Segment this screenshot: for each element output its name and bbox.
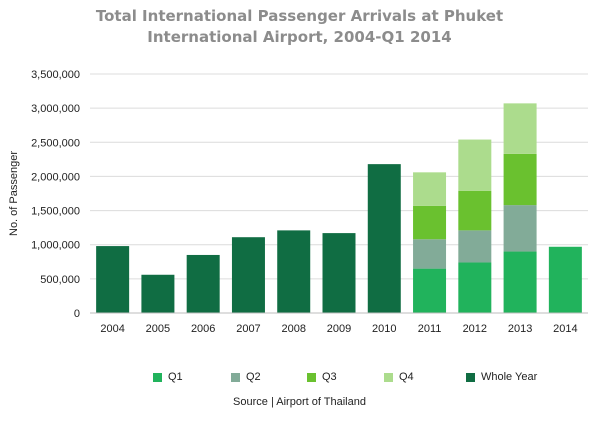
x-tick-label: 2011	[418, 323, 442, 335]
y-tick-label: 2,000,000	[31, 171, 80, 183]
y-tick-label: 500,000	[40, 274, 80, 286]
x-tick-label: 2009	[327, 323, 351, 335]
bar-2012-q3	[458, 190, 492, 231]
bar-2014-q1	[548, 246, 582, 313]
bar-2013-q2	[503, 205, 537, 252]
legend-label: Whole Year	[481, 371, 538, 383]
legend-swatch	[153, 372, 162, 382]
bar-2004-whole-year	[96, 246, 130, 313]
bar-2009-whole-year	[322, 233, 356, 313]
legend-swatch	[307, 372, 316, 382]
bars	[96, 103, 582, 313]
legend-swatch	[466, 372, 475, 382]
y-axis-title: No. of Passenger	[8, 151, 20, 236]
y-axis-ticks: 0 500,000 1,000,000 1,500,000 2,000,000 2,500…	[31, 69, 80, 320]
y-tick-label: 0	[74, 308, 80, 320]
y-tick-label: 1,000,000	[31, 240, 80, 252]
x-tick-label: 2014	[553, 323, 577, 335]
legend-item-q4: Q4	[384, 371, 414, 383]
legend-label: Q3	[322, 371, 337, 383]
y-tick-label: 3,000,000	[31, 103, 80, 115]
legend-item-q1: Q1	[153, 371, 183, 383]
x-tick-label: 2013	[508, 323, 532, 335]
chart-title-line-2: International Airport, 2004-Q1 2014	[147, 28, 452, 46]
bar-2012-q2	[458, 230, 492, 263]
legend-label: Q4	[399, 371, 414, 383]
bar-2010-whole-year	[367, 164, 401, 313]
bar-2013-q4	[503, 103, 537, 154]
bar-2011-q2	[413, 239, 447, 269]
bar-2007-whole-year	[231, 237, 265, 313]
bar-2011-q4	[413, 172, 447, 206]
y-tick-label: 1,500,000	[31, 206, 80, 218]
legend: Q1 Q2 Q3 Q4 Whole Year	[0, 371, 599, 385]
legend-item-whole-year: Whole Year	[466, 371, 537, 383]
bar-2008-whole-year	[277, 230, 311, 313]
x-tick-label: 2012	[463, 323, 487, 335]
bar-2005-whole-year	[141, 274, 175, 313]
y-tick-label: 3,500,000	[31, 69, 80, 81]
x-axis-ticks: 2004 2005 2006 2007 2008 2009 2010 2011 2012 2013…	[100, 323, 577, 335]
legend-swatch	[384, 372, 393, 382]
bar-2013-q1	[503, 251, 537, 313]
chart-title: Total International Passenger Arrivals a…	[0, 6, 599, 48]
y-tick-label: 2,500,000	[31, 137, 80, 149]
legend-item-q2: Q2	[231, 371, 261, 383]
legend-label: Q1	[168, 371, 183, 383]
x-tick-label: 2007	[236, 323, 260, 335]
x-tick-label: 2006	[191, 323, 215, 335]
bar-2012-q4	[458, 139, 492, 191]
bar-2011-q3	[413, 205, 447, 240]
legend-swatch	[231, 372, 240, 382]
chart-title-line-1: Total International Passenger Arrivals a…	[95, 7, 504, 25]
legend-item-q3: Q3	[307, 371, 337, 383]
x-tick-label: 2008	[281, 323, 305, 335]
x-tick-label: 2004	[100, 323, 124, 335]
bar-2012-q1	[458, 262, 492, 313]
legend-label: Q2	[246, 371, 261, 383]
source-note: Source | Airport of Thailand	[233, 396, 366, 408]
bar-2013-q3	[503, 153, 537, 206]
x-tick-label: 2010	[372, 323, 396, 335]
x-tick-label: 2005	[146, 323, 170, 335]
bar-2011-q1	[413, 268, 447, 313]
bar-2006-whole-year	[186, 254, 220, 313]
